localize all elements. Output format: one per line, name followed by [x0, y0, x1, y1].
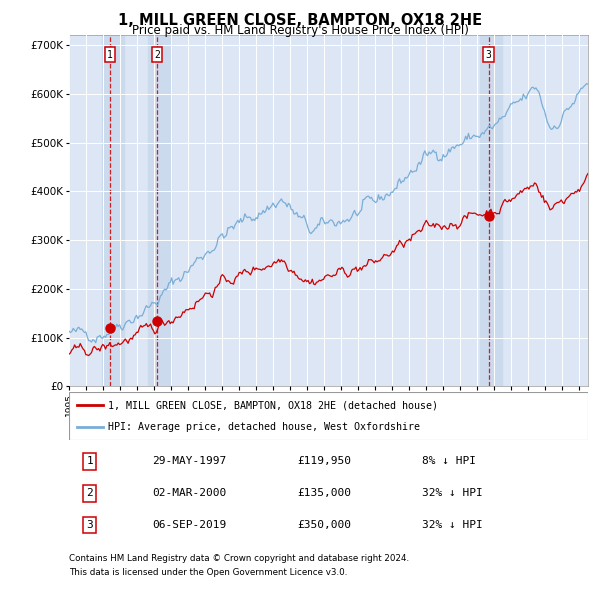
- Text: 1, MILL GREEN CLOSE, BAMPTON, OX18 2HE: 1, MILL GREEN CLOSE, BAMPTON, OX18 2HE: [118, 13, 482, 28]
- Bar: [148, 35, 170, 386]
- Text: 2: 2: [154, 50, 160, 60]
- Text: Contains HM Land Registry data © Crown copyright and database right 2024.: Contains HM Land Registry data © Crown c…: [69, 553, 409, 563]
- Text: 3: 3: [486, 50, 492, 60]
- Text: 3: 3: [86, 520, 93, 530]
- Text: £119,950: £119,950: [298, 457, 352, 466]
- Bar: [101, 35, 124, 386]
- Text: 02-MAR-2000: 02-MAR-2000: [152, 489, 226, 498]
- Text: 1, MILL GREEN CLOSE, BAMPTON, OX18 2HE (detached house): 1, MILL GREEN CLOSE, BAMPTON, OX18 2HE (…: [108, 400, 438, 410]
- Text: 1: 1: [107, 50, 113, 60]
- Text: 8% ↓ HPI: 8% ↓ HPI: [422, 457, 476, 466]
- Text: HPI: Average price, detached house, West Oxfordshire: HPI: Average price, detached house, West…: [108, 422, 420, 432]
- Text: £135,000: £135,000: [298, 489, 352, 498]
- Text: £350,000: £350,000: [298, 520, 352, 530]
- Text: This data is licensed under the Open Government Licence v3.0.: This data is licensed under the Open Gov…: [69, 568, 347, 577]
- Bar: [480, 35, 502, 386]
- Text: 1: 1: [86, 457, 93, 466]
- Text: 2: 2: [86, 489, 93, 498]
- Text: Price paid vs. HM Land Registry's House Price Index (HPI): Price paid vs. HM Land Registry's House …: [131, 24, 469, 37]
- Text: 06-SEP-2019: 06-SEP-2019: [152, 520, 226, 530]
- Text: 32% ↓ HPI: 32% ↓ HPI: [422, 520, 482, 530]
- Text: 32% ↓ HPI: 32% ↓ HPI: [422, 489, 482, 498]
- Text: 29-MAY-1997: 29-MAY-1997: [152, 457, 226, 466]
